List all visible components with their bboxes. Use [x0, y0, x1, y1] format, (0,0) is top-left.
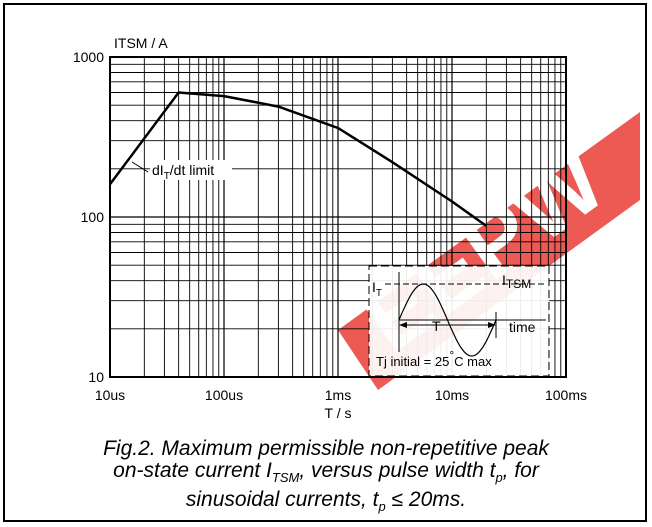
x-axis-label: T / s — [325, 405, 352, 421]
inset-waveform: IT ITSM T time Tj initial = 25°C max — [368, 265, 550, 377]
caption-line-1: Fig.2. Maximum permissible non-repetitiv… — [103, 437, 549, 460]
caption-line-3: sinusoidal currents, tp ≤ 20ms. — [185, 488, 467, 515]
figure-caption: Fig.2. Maximum permissible non-repetitiv… — [20, 438, 632, 518]
inset-t-label: T — [432, 318, 441, 334]
limit-label-bg — [150, 160, 232, 180]
y-tick-label: 10 — [88, 369, 104, 385]
inset-time-label: time — [509, 319, 536, 335]
inset-it-label: IT — [372, 279, 382, 299]
x-tick-label: 100ms — [545, 387, 587, 403]
inset-border — [368, 265, 550, 377]
caption-line-2: on-state current ITSM, versus pulse widt… — [113, 459, 539, 486]
arrow-left-icon — [399, 322, 407, 328]
x-tick-label: 10us — [95, 387, 125, 403]
plot-border — [109, 56, 567, 378]
inset-tj-label: Tj initial = 25°C max — [376, 348, 492, 369]
series — [108, 91, 488, 227]
ticks: 10us 100us 1ms 10ms 100ms 10 100 1000 — [73, 49, 587, 403]
limit-annotation: dIT/dt limit — [131, 160, 232, 182]
x-tick-label: 10ms — [435, 387, 469, 403]
arrow-right-icon — [488, 322, 496, 328]
y-tick-label: 1000 — [73, 49, 104, 65]
limit-label: dIT/dt limit — [152, 162, 214, 182]
x-tick-label: 1ms — [325, 387, 351, 403]
inset-sine — [398, 283, 497, 357]
inset-itsm-label: ITSM — [502, 272, 531, 291]
grid — [109, 57, 566, 378]
x-tick-label: 100us — [205, 387, 243, 403]
y-tick-label: 100 — [81, 209, 105, 225]
limit-leader — [131, 161, 149, 173]
figure-frame — [3, 3, 647, 522]
y-axis-label: ITSM / A — [114, 35, 168, 51]
series-line — [108, 91, 488, 227]
